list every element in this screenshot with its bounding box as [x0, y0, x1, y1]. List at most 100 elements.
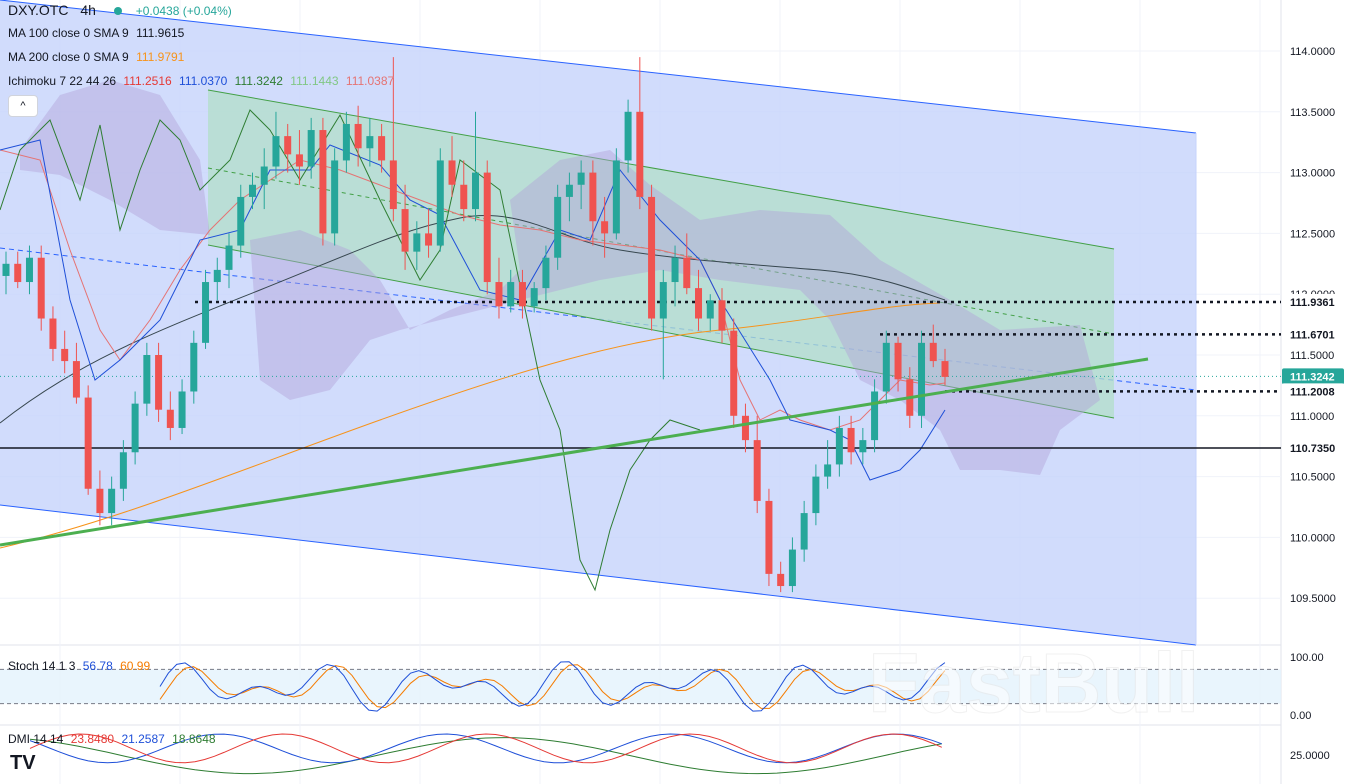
candle-body — [918, 342, 926, 416]
candle-body — [131, 403, 139, 453]
candle-body — [389, 160, 397, 210]
candle-body — [190, 342, 198, 392]
candle-body — [284, 136, 292, 155]
candle-body — [507, 282, 515, 307]
candle-body — [859, 440, 867, 453]
candle-body — [894, 342, 902, 380]
candle-body — [61, 348, 69, 362]
ma200-line — [0, 302, 941, 549]
candle-body — [542, 257, 550, 289]
dmi-axis-tick: 25.0000 — [1290, 750, 1330, 762]
interval-label[interactable]: 4h — [80, 2, 96, 18]
candle-body — [636, 111, 644, 197]
candle-body — [366, 136, 374, 149]
stoch-d-line — [159, 664, 946, 709]
candle-body — [530, 288, 538, 307]
candle-body — [260, 166, 268, 185]
candle-body — [882, 342, 890, 392]
dmi-plus-value: 23.8480 — [70, 732, 115, 746]
candle-body — [554, 196, 562, 258]
candle-body — [788, 549, 796, 587]
candle-body — [871, 391, 879, 441]
candle-body — [425, 233, 433, 246]
stoch-k-line — [159, 661, 946, 712]
green-channel-fill — [208, 90, 1114, 418]
legend-ma200[interactable]: MA 200 close 0 SMA 9 111.9791 — [8, 50, 185, 64]
price-label-bg — [1282, 440, 1344, 457]
ichimoku-value-3: 111.3242 — [234, 74, 283, 88]
ichimoku-value-1: 111.2516 — [123, 74, 172, 88]
price-axis-tick: 111.5000 — [1290, 350, 1334, 362]
price-label-bg — [1282, 293, 1344, 310]
stoch-d-value: 60.99 — [120, 659, 151, 673]
candle-body — [272, 136, 280, 167]
candle-body — [37, 257, 45, 319]
candle-body — [648, 196, 656, 319]
price-label-bg — [1282, 326, 1344, 343]
price-label: 110.7350 — [1290, 443, 1335, 455]
ma200-value: 111.9791 — [136, 50, 185, 64]
candle-body — [2, 263, 10, 276]
candle-body — [624, 111, 632, 161]
candle-body — [354, 123, 362, 149]
candle-body — [659, 282, 667, 319]
green-channel-upper — [207, 89, 1115, 250]
candle-body — [225, 245, 233, 270]
candle-body — [695, 288, 703, 319]
dmi-plus-line — [29, 733, 942, 764]
ichimoku-cloud — [20, 80, 210, 235]
collapse-legend-button[interactable]: ^ — [8, 95, 38, 117]
candle-body — [941, 361, 949, 377]
legend-stoch[interactable]: Stoch 14 1 3 56.78 60.99 — [8, 659, 151, 673]
candle-body — [14, 263, 22, 283]
ichimoku-value-2: 111.0370 — [179, 74, 228, 88]
candle-body — [706, 300, 714, 319]
stoch-axis-tick: 100.00 — [1290, 652, 1324, 664]
candle-body — [331, 160, 339, 234]
price-change: +0.0438 (+0.04%) — [135, 4, 232, 18]
candle-body — [319, 130, 327, 234]
ichimoku-lagging-span — [0, 109, 701, 592]
candle-body — [612, 160, 620, 234]
candle-body — [753, 440, 761, 501]
candle-body — [483, 172, 491, 283]
candle-body — [413, 233, 421, 252]
candle-body — [237, 196, 245, 246]
candle-body — [49, 318, 57, 349]
price-label: 111.6701 — [1290, 329, 1335, 341]
symbol-header: DXY.OTC 4h +0.0438 (+0.04%) — [8, 2, 232, 18]
candle-body — [589, 172, 597, 222]
price-label: 111.2008 — [1290, 386, 1335, 398]
legend-ichimoku[interactable]: Ichimoku 7 22 44 26 111.2516 111.0370 11… — [8, 74, 395, 88]
candle-body — [565, 184, 573, 197]
legend-dmi[interactable]: DMI 14 14 23.8480 21.2587 18.8648 — [8, 732, 216, 746]
candle-body — [378, 136, 386, 161]
price-axis-tick: 111.0000 — [1290, 411, 1334, 423]
dmi-adx-line — [29, 737, 942, 775]
candle-body — [178, 391, 186, 428]
legend-ma100[interactable]: MA 100 close 0 SMA 9 111.9615 — [8, 26, 185, 40]
candle-body — [202, 282, 210, 343]
ma100-value: 111.9615 — [136, 26, 185, 40]
price-axis-tick: 110.5000 — [1290, 472, 1335, 484]
market-status-icon — [113, 6, 122, 15]
price-label-bg — [1282, 368, 1344, 385]
stoch-axis-tick: 0.00 — [1290, 710, 1311, 722]
price-axis-tick: 113.5000 — [1290, 107, 1335, 119]
candle-body — [929, 342, 937, 362]
green-channel-median — [207, 167, 1115, 335]
candle-body — [495, 282, 503, 307]
ichimoku-cloud — [250, 150, 1100, 475]
candle-body — [835, 427, 843, 465]
candle-body — [812, 476, 820, 514]
candle-body — [460, 184, 468, 210]
candle-body — [143, 355, 151, 404]
tradingview-logo[interactable]: TV — [10, 752, 36, 774]
candle-body — [84, 397, 92, 489]
candle-body — [248, 184, 256, 197]
candle-body — [436, 160, 444, 246]
symbol-name[interactable]: DXY.OTC — [8, 2, 69, 18]
price-axis-tick: 114.0000 — [1290, 46, 1335, 58]
candle-body — [683, 257, 691, 289]
